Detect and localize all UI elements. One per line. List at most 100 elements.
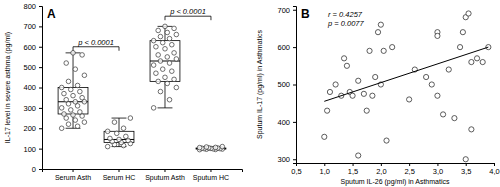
tick-mark (119, 169, 120, 172)
point (59, 126, 64, 131)
tick-label: 3,0 (433, 167, 443, 176)
point (167, 36, 172, 41)
point (68, 108, 73, 113)
point (156, 79, 161, 84)
whisker-cap (158, 107, 173, 108)
box (150, 41, 180, 82)
tick-label: 2,0 (376, 167, 386, 176)
tick: 700 (23, 22, 42, 31)
tick-label: 200 (23, 124, 36, 133)
point (469, 127, 474, 132)
point (117, 137, 122, 142)
point (370, 93, 375, 98)
point (457, 45, 462, 50)
point (165, 81, 170, 86)
bracket (73, 47, 119, 51)
tick-label: 0,5 (291, 167, 301, 176)
tick-label: 1,5 (348, 167, 358, 176)
point (163, 24, 168, 29)
point (163, 46, 168, 51)
tick: 0,5 (291, 163, 301, 176)
point (197, 145, 202, 150)
tick-mark (39, 108, 42, 109)
tick-label: Sputum HC (193, 174, 229, 182)
point (204, 145, 209, 150)
fit-line (324, 47, 488, 101)
point (469, 59, 474, 64)
annotation: p < 0.0001 (169, 7, 206, 16)
tick: 2,0 (376, 163, 386, 176)
point (167, 97, 172, 102)
point (105, 129, 110, 134)
tick-label: 300 (23, 104, 36, 113)
point (158, 59, 163, 64)
point (356, 78, 361, 83)
point (367, 48, 372, 53)
point (174, 85, 179, 90)
point (452, 116, 457, 121)
point (373, 74, 378, 79)
point (108, 136, 113, 141)
point (327, 89, 332, 94)
tick-label: Sputum Asth (145, 174, 185, 182)
point (73, 67, 78, 72)
tick-label: 800 (23, 2, 36, 11)
point (156, 28, 161, 33)
tick-label: 100 (23, 145, 36, 154)
point (124, 134, 129, 139)
tick: 4,0 (489, 163, 499, 176)
tick: Serum HC (103, 169, 136, 181)
point (64, 97, 69, 102)
tick-label: 4,0 (489, 167, 499, 176)
point (82, 73, 87, 78)
tick: 400 (23, 83, 42, 92)
point (151, 38, 156, 43)
point (429, 82, 434, 87)
point (71, 51, 76, 56)
point (78, 89, 83, 94)
tick-mark (293, 47, 296, 48)
tick-mark (293, 122, 296, 123)
point (341, 56, 346, 61)
tick: Sputum HC (193, 169, 229, 182)
axis-title: Sputum IL-17 (pg/ml) in Asthmatics (256, 30, 264, 139)
point (480, 59, 485, 64)
tick: 500 (23, 63, 42, 72)
point (174, 32, 179, 37)
tick-mark (39, 26, 42, 27)
point (66, 122, 71, 127)
point (105, 144, 110, 149)
point (75, 83, 80, 88)
whisker (119, 118, 120, 131)
axis-line (293, 7, 297, 164)
point (172, 77, 177, 82)
point (165, 30, 170, 35)
panel-label: B (301, 7, 310, 21)
annotation: r = 0.4257 (328, 10, 363, 19)
tick-mark (39, 67, 42, 68)
tick-label: 600 (23, 43, 36, 52)
whisker-cap (112, 118, 127, 119)
tick: Serum Asth (55, 169, 91, 181)
plot-area (58, 24, 226, 152)
tick-label: 2,5 (404, 167, 414, 176)
point (163, 75, 168, 80)
tick-mark (39, 47, 42, 48)
tick-mark (381, 163, 382, 166)
point (75, 124, 80, 129)
point (460, 30, 465, 35)
axis: Serum Asth Serum HC Sputum Asth Sputum HC (43, 169, 243, 182)
axis: 300400500600700 (277, 6, 296, 165)
tick: Sputum Asth (145, 169, 185, 182)
point (73, 99, 78, 104)
tick-mark (39, 6, 42, 7)
tick-label: 1,0 (320, 167, 330, 176)
point (62, 112, 67, 117)
tick-mark (293, 159, 296, 160)
point (356, 153, 361, 158)
axis-title: IL-17 level in severe asthma (pg/ml) (4, 32, 12, 143)
tick-mark (437, 163, 438, 166)
tick: 500 (277, 80, 296, 89)
point (474, 56, 479, 61)
point (381, 48, 386, 53)
